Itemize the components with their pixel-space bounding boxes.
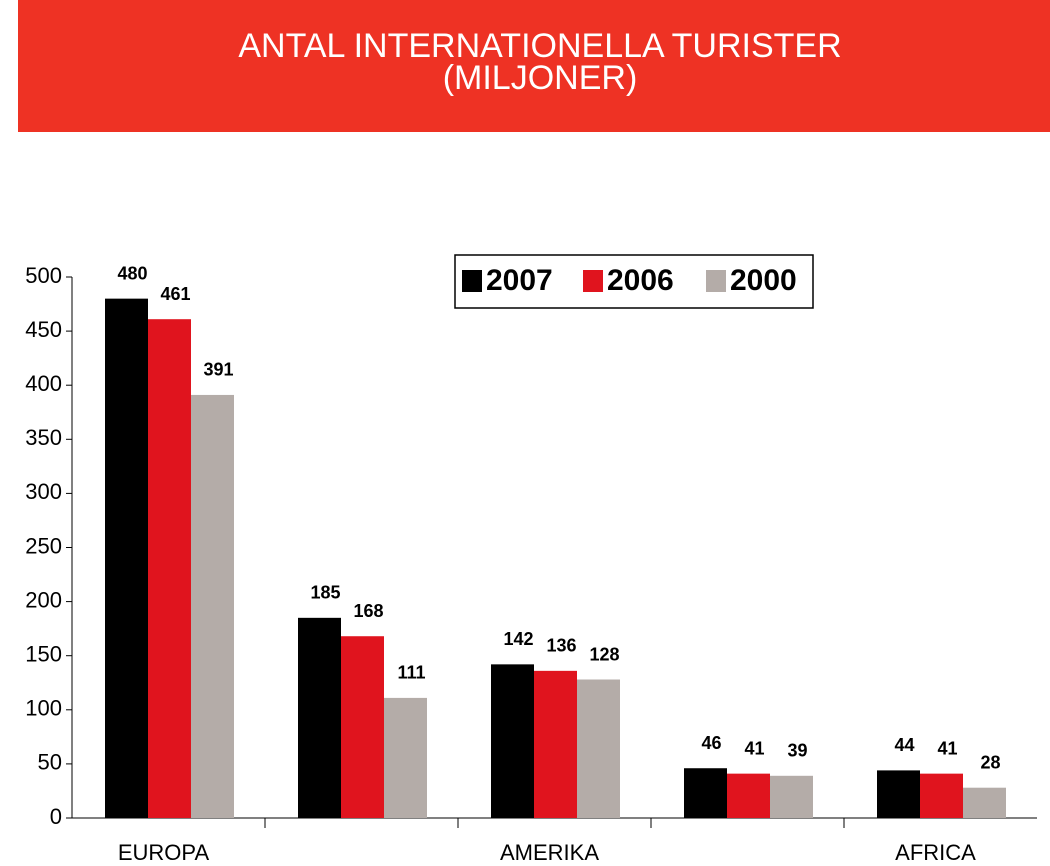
- bar: [384, 697, 427, 818]
- legend-label: 2007: [486, 264, 553, 297]
- bar: [727, 773, 770, 818]
- y-tick-label: 0: [50, 804, 62, 829]
- bar: [298, 617, 341, 818]
- y-tick-label: 400: [25, 371, 62, 396]
- legend-box: [454, 254, 814, 309]
- chart-title: ANTAL INTERNATIONELLA TURISTER: [238, 27, 841, 65]
- data-label: 111: [397, 663, 425, 683]
- bar: [491, 664, 534, 818]
- legend-swatch: [462, 270, 482, 292]
- bar: [341, 636, 384, 818]
- data-label: 461: [160, 284, 190, 304]
- y-tick-label: 100: [25, 696, 62, 721]
- y-tick-label: 300: [25, 479, 62, 504]
- data-label: 142: [503, 629, 533, 649]
- y-tick-label: 200: [25, 587, 62, 612]
- bar: [191, 394, 234, 818]
- bar: [963, 787, 1006, 818]
- y-tick-label: 250: [25, 533, 62, 558]
- legend-swatch: [706, 270, 726, 292]
- bar: [684, 768, 727, 818]
- data-label: 41: [937, 738, 957, 758]
- legend-swatch: [583, 270, 603, 292]
- data-label: 28: [980, 752, 1000, 772]
- data-label: 480: [117, 263, 147, 283]
- data-label: 46: [701, 733, 721, 753]
- data-label: 39: [787, 741, 807, 761]
- x-tick-label: AMERIKA: [500, 840, 599, 865]
- y-tick-label: 350: [25, 425, 62, 450]
- bar: [577, 679, 620, 818]
- y-tick-label: 50: [38, 750, 62, 775]
- data-label: 41: [744, 738, 764, 758]
- y-tick-label: 450: [25, 317, 62, 342]
- bar: [877, 770, 920, 818]
- bar: [148, 319, 191, 818]
- bar: [770, 775, 813, 818]
- y-tick-label: 500: [25, 263, 62, 288]
- data-label: 44: [894, 735, 914, 755]
- title-banner: [18, 0, 1050, 132]
- legend-label: 2000: [730, 264, 797, 297]
- x-tick-label: EUROPA: [118, 840, 210, 865]
- legend-label: 2006: [607, 264, 674, 297]
- bar: [920, 773, 963, 818]
- bar: [105, 298, 148, 818]
- data-label: 136: [546, 636, 576, 656]
- data-label: 128: [589, 644, 619, 664]
- data-label: 391: [203, 360, 233, 380]
- bar: [534, 670, 577, 818]
- chart-title: (MILJONER): [443, 59, 638, 97]
- y-tick-label: 150: [25, 642, 62, 667]
- x-tick-label: AFRICA: [895, 840, 976, 865]
- data-label: 168: [353, 601, 383, 621]
- data-label: 185: [310, 583, 340, 603]
